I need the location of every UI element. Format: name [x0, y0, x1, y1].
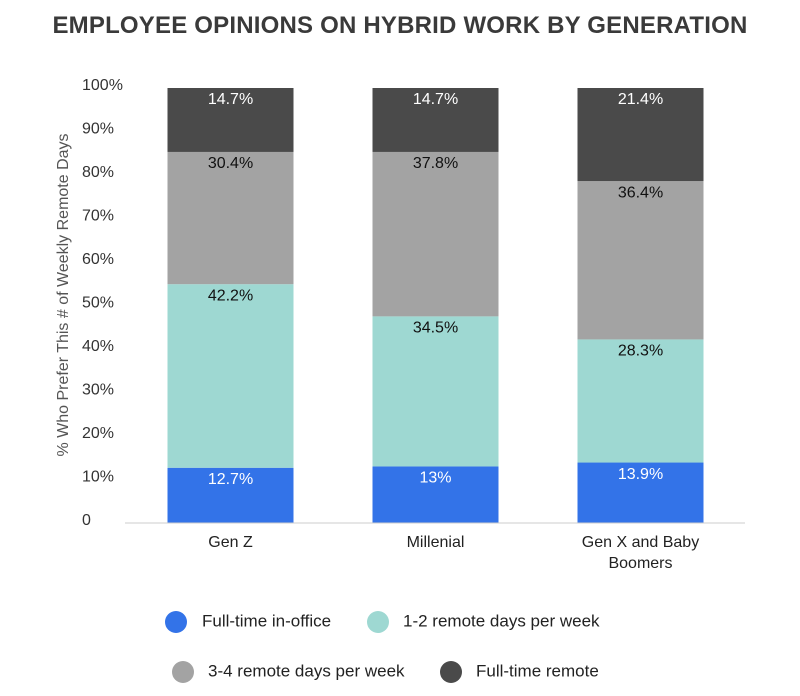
data-label: 42.2%: [208, 287, 253, 304]
data-label: 34.5%: [413, 320, 458, 337]
bar-segment: [372, 151, 499, 317]
y-axis-title: % Who Prefer This # of Weekly Remote Day…: [55, 133, 72, 456]
y-tick-label: 60%: [82, 251, 114, 268]
legend-marker: [165, 611, 187, 633]
data-label: 30.4%: [208, 155, 253, 172]
x-tick-label: Gen X and Baby: [582, 534, 699, 551]
bar-segment: [577, 339, 704, 463]
data-label: 28.3%: [618, 343, 663, 360]
y-tick-label: 10%: [82, 469, 114, 486]
bar-segment: [577, 88, 704, 182]
data-label: 13%: [419, 470, 451, 487]
legend: Full-time in-office 1-2 remote days per w…: [165, 611, 600, 683]
legend-label: Full-time in-office: [202, 611, 331, 630]
data-label: 13.9%: [618, 466, 663, 483]
y-tick-label: 80%: [82, 164, 114, 181]
data-label: 36.4%: [618, 184, 663, 201]
y-axis-ticks: 0 10% 20% 30% 40% 50% 60% 70% 80% 90% 100%: [82, 77, 123, 529]
bar-segment: [167, 88, 294, 152]
data-label: 14.7%: [413, 91, 458, 108]
bar-segment: [372, 316, 499, 467]
y-tick-label: 30%: [82, 382, 114, 399]
y-tick-label: 20%: [82, 425, 114, 442]
y-tick-label: 90%: [82, 121, 114, 138]
bar-segment: [167, 467, 294, 523]
x-axis-labels: Gen Z Millenial Gen X and Baby Boomers: [208, 534, 699, 572]
y-tick-label: 40%: [82, 338, 114, 355]
legend-marker: [440, 661, 462, 683]
chart-title: EMPLOYEE OPINIONS ON HYBRID WORK BY GENE…: [52, 12, 748, 39]
data-label: 37.8%: [413, 155, 458, 172]
legend-label: Full-time remote: [476, 661, 599, 680]
x-tick-label: Millenial: [407, 534, 465, 551]
bar-segment: [167, 284, 294, 468]
x-tick-label: Boomers: [608, 555, 672, 572]
data-label: 14.7%: [208, 91, 253, 108]
y-tick-label: 70%: [82, 208, 114, 225]
legend-marker: [172, 661, 194, 683]
legend-label: 3-4 remote days per week: [208, 661, 405, 680]
legend-marker: [367, 611, 389, 633]
bars: [167, 88, 704, 523]
legend-label: 1-2 remote days per week: [403, 611, 600, 630]
data-labels: 12.7% 42.2% 30.4% 14.7% 13% 34.5% 37.8% 14.7% 13…: [208, 91, 663, 488]
x-tick-label: Gen Z: [208, 534, 253, 551]
bar-segment: [167, 151, 294, 285]
y-tick-label: 0: [82, 512, 91, 529]
y-axis-title-group: % Who Prefer This # of Weekly Remote Day…: [55, 133, 72, 456]
bar-segment: [577, 181, 704, 340]
y-tick-label: 50%: [82, 295, 114, 312]
y-tick-label: 100%: [82, 77, 123, 94]
data-label: 12.7%: [208, 471, 253, 488]
data-label: 21.4%: [618, 91, 663, 108]
bar-segment: [372, 88, 499, 152]
bar-segment: [372, 466, 499, 523]
bar-segment: [577, 462, 704, 523]
